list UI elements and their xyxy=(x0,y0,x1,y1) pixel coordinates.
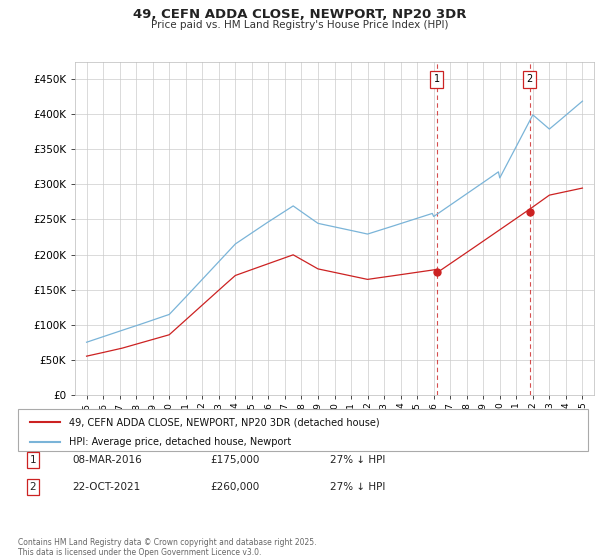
Text: Price paid vs. HM Land Registry's House Price Index (HPI): Price paid vs. HM Land Registry's House … xyxy=(151,20,449,30)
Text: 22-OCT-2021: 22-OCT-2021 xyxy=(72,482,140,492)
Text: 27% ↓ HPI: 27% ↓ HPI xyxy=(330,455,385,465)
Text: £260,000: £260,000 xyxy=(210,482,259,492)
Text: Contains HM Land Registry data © Crown copyright and database right 2025.
This d: Contains HM Land Registry data © Crown c… xyxy=(18,538,317,557)
Text: 1: 1 xyxy=(434,74,440,84)
Text: 27% ↓ HPI: 27% ↓ HPI xyxy=(330,482,385,492)
Text: 2: 2 xyxy=(29,482,37,492)
Text: £175,000: £175,000 xyxy=(210,455,259,465)
Text: 08-MAR-2016: 08-MAR-2016 xyxy=(72,455,142,465)
Text: HPI: Average price, detached house, Newport: HPI: Average price, detached house, Newp… xyxy=(69,437,291,446)
Text: 1: 1 xyxy=(29,455,37,465)
Text: 2: 2 xyxy=(527,74,533,84)
Text: 49, CEFN ADDA CLOSE, NEWPORT, NP20 3DR (detached house): 49, CEFN ADDA CLOSE, NEWPORT, NP20 3DR (… xyxy=(69,417,380,427)
Text: 49, CEFN ADDA CLOSE, NEWPORT, NP20 3DR: 49, CEFN ADDA CLOSE, NEWPORT, NP20 3DR xyxy=(133,8,467,21)
